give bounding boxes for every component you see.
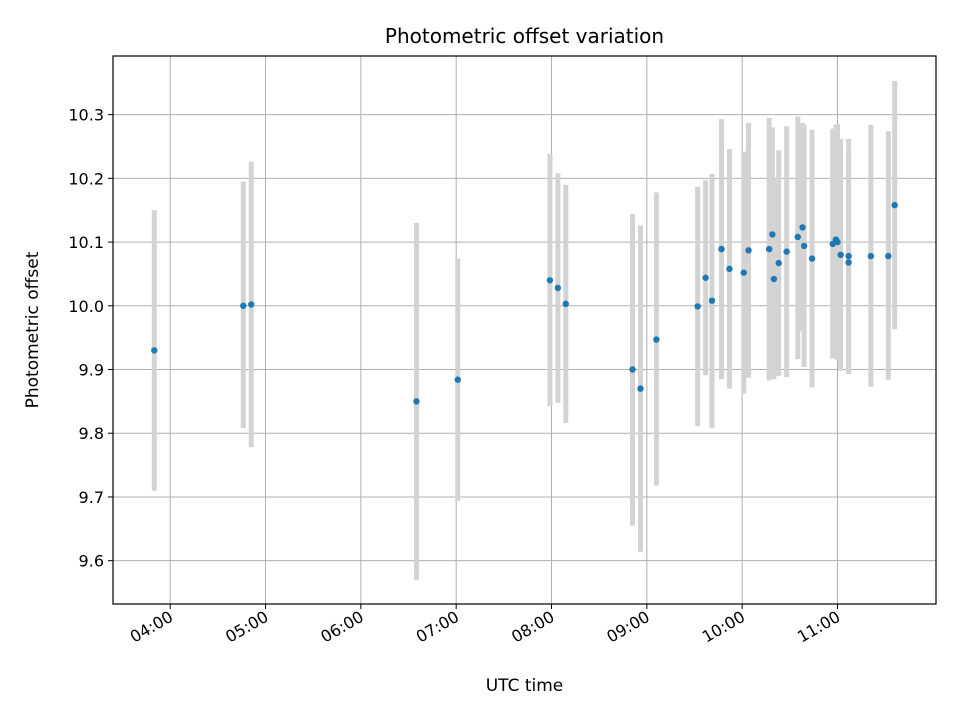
data-point xyxy=(454,376,461,383)
plot-area-frame xyxy=(112,55,937,605)
data-point xyxy=(718,245,725,253)
data-point xyxy=(837,251,844,259)
data-point xyxy=(794,233,801,241)
data-point xyxy=(248,301,255,308)
y-axis-title: Photometric offset xyxy=(23,251,43,408)
data-point xyxy=(775,259,782,267)
chart-title: Photometric offset variation xyxy=(385,24,664,48)
y-tick-label: 9.8 xyxy=(79,424,104,443)
y-tick-label: 10.1 xyxy=(68,233,104,252)
data-point xyxy=(745,247,752,254)
data-point xyxy=(885,252,892,260)
data-point xyxy=(629,366,636,373)
data-point xyxy=(694,303,701,310)
x-axis-title: UTC time xyxy=(486,676,564,696)
data-point xyxy=(808,255,816,262)
y-tick-label: 10.0 xyxy=(68,297,104,316)
data-point xyxy=(845,252,852,260)
y-tick-label: 9.6 xyxy=(79,552,104,571)
data-point xyxy=(702,274,709,281)
data-point xyxy=(783,248,790,255)
data-point xyxy=(867,252,875,260)
data-point xyxy=(834,238,841,246)
data-point xyxy=(151,347,158,354)
data-point xyxy=(845,259,852,266)
data-point xyxy=(554,284,562,292)
data-point xyxy=(562,300,570,308)
data-point xyxy=(891,201,898,209)
y-axis-ticks: 9.6 9.7 9.8 9.9 10.0 10.1 10.2 10.3 xyxy=(68,106,113,571)
data-point xyxy=(769,231,776,238)
data-point xyxy=(765,245,773,253)
data-point xyxy=(770,275,778,283)
y-tick-label: 10.2 xyxy=(68,169,104,188)
data-point xyxy=(799,224,806,231)
y-tick-label: 10.3 xyxy=(68,106,104,125)
data-point xyxy=(546,277,554,284)
data-point xyxy=(637,385,644,392)
data-point xyxy=(240,302,247,309)
data-points xyxy=(151,201,898,405)
data-point xyxy=(726,265,733,273)
y-tick-label: 9.7 xyxy=(79,488,104,507)
data-point xyxy=(740,269,747,276)
data-point xyxy=(800,242,808,250)
y-tick-label: 9.9 xyxy=(79,361,104,380)
data-point xyxy=(708,297,716,304)
data-point xyxy=(413,398,420,405)
data-point xyxy=(653,336,660,343)
